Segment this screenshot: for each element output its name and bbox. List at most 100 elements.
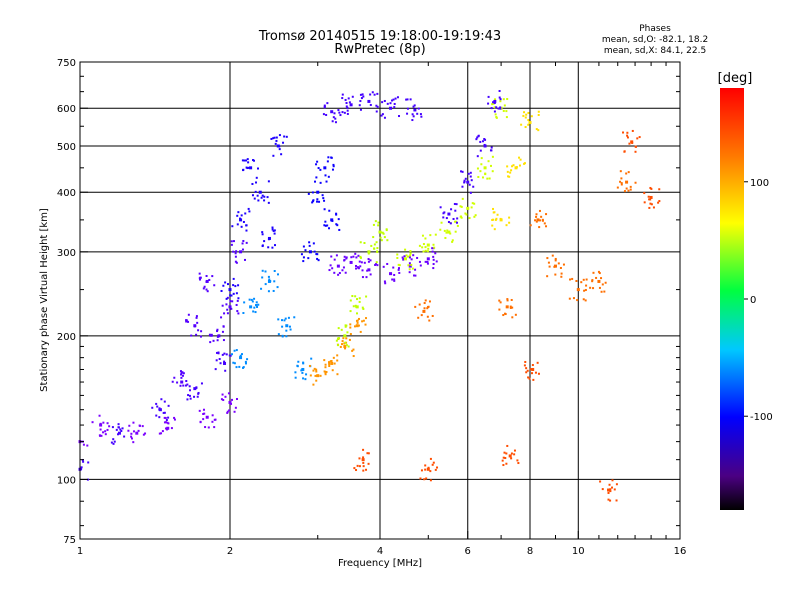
data-point bbox=[308, 250, 312, 254]
data-point-scatter bbox=[408, 271, 411, 274]
data-point-scatter bbox=[343, 111, 346, 114]
data-point-scatter bbox=[132, 421, 135, 424]
data-point-scatter bbox=[98, 414, 101, 417]
data-point-scatter bbox=[495, 116, 498, 119]
data-point-scatter bbox=[494, 98, 497, 101]
data-point-scatter bbox=[358, 300, 361, 303]
data-point-scatter bbox=[294, 371, 297, 374]
data-point-scatter bbox=[242, 366, 245, 369]
data-point-scatter bbox=[208, 278, 211, 281]
data-point-scatter bbox=[420, 314, 423, 317]
data-point-scatter bbox=[420, 469, 423, 472]
data-point-scatter bbox=[323, 370, 326, 373]
data-point-scatter bbox=[530, 372, 533, 375]
data-point-scatter bbox=[491, 170, 494, 173]
data-point-scatter bbox=[381, 101, 384, 104]
data-point-scatter bbox=[323, 224, 326, 227]
data-point bbox=[508, 454, 512, 458]
data-point bbox=[316, 190, 320, 194]
data-point-scatter bbox=[412, 105, 415, 108]
data-point-scatter bbox=[280, 319, 283, 322]
data-point-scatter bbox=[234, 285, 237, 288]
data-point-scatter bbox=[314, 180, 317, 183]
data-point-scatter bbox=[537, 110, 540, 113]
data-point-scatter bbox=[202, 412, 205, 415]
data-point-scatter bbox=[278, 148, 281, 151]
data-point-scatter bbox=[232, 284, 235, 287]
data-point bbox=[180, 380, 184, 384]
data-point-scatter bbox=[281, 335, 284, 338]
data-point-scatter bbox=[234, 406, 237, 409]
data-point-scatter bbox=[499, 98, 502, 101]
data-point-scatter bbox=[636, 137, 639, 140]
data-point-scatter bbox=[197, 329, 200, 332]
data-point-scatter bbox=[355, 256, 358, 259]
data-point-scatter bbox=[158, 408, 161, 411]
data-point-scatter bbox=[312, 242, 315, 245]
data-point-scatter bbox=[274, 244, 277, 247]
data-point-scatter bbox=[144, 432, 147, 435]
data-point-scatter bbox=[519, 158, 522, 161]
data-point-scatter bbox=[534, 371, 537, 374]
data-point-scatter bbox=[334, 117, 337, 120]
data-point bbox=[625, 180, 629, 184]
data-point-scatter bbox=[314, 374, 317, 377]
data-point-scatter bbox=[412, 254, 415, 257]
data-point-scatter bbox=[510, 169, 513, 172]
data-point-scatter bbox=[324, 366, 327, 369]
data-point-scatter bbox=[506, 299, 509, 302]
data-point-scatter bbox=[160, 432, 163, 435]
data-point-scatter bbox=[424, 246, 427, 249]
data-point-scatter bbox=[163, 416, 166, 419]
data-point-scatter bbox=[80, 468, 83, 471]
data-point-scatter bbox=[102, 431, 105, 434]
data-point-scatter bbox=[337, 218, 340, 221]
data-point-scatter bbox=[308, 241, 311, 244]
data-point-scatter bbox=[456, 217, 459, 220]
data-point-scatter bbox=[364, 323, 367, 326]
data-point-scatter bbox=[394, 97, 397, 100]
data-point bbox=[413, 108, 417, 112]
data-point-scatter bbox=[199, 276, 202, 279]
data-point-scatter bbox=[443, 229, 446, 232]
data-point-scatter bbox=[369, 259, 372, 262]
data-point-scatter bbox=[272, 137, 275, 140]
data-point-scatter bbox=[301, 371, 304, 374]
data-point-scatter bbox=[360, 261, 363, 264]
data-point-scatter bbox=[538, 226, 541, 229]
data-point-scatter bbox=[607, 498, 610, 501]
data-point-scatter bbox=[493, 228, 496, 231]
data-point-scatter bbox=[505, 116, 508, 119]
data-point-scatter bbox=[397, 267, 400, 270]
data-point-scatter bbox=[336, 359, 339, 362]
data-point-scatter bbox=[263, 199, 266, 202]
data-point-scatter bbox=[271, 226, 274, 229]
data-point-scatter bbox=[468, 183, 471, 186]
data-point-scatter bbox=[603, 290, 606, 293]
data-point-scatter bbox=[185, 380, 188, 383]
data-point-scatter bbox=[463, 179, 466, 182]
data-point-scatter bbox=[648, 206, 651, 209]
data-point-scatter bbox=[446, 229, 449, 232]
data-point-scatter bbox=[316, 253, 319, 256]
data-point-scatter bbox=[480, 157, 483, 160]
data-point-scatter bbox=[623, 150, 626, 153]
data-point-scatter bbox=[505, 224, 508, 227]
data-point-scatter bbox=[274, 142, 277, 145]
data-point bbox=[355, 324, 359, 328]
data-point-scatter bbox=[333, 362, 336, 365]
data-point-scatter bbox=[357, 324, 360, 327]
data-point-scatter bbox=[138, 424, 141, 427]
data-point bbox=[135, 431, 139, 435]
data-point-scatter bbox=[349, 333, 352, 336]
data-point-scatter bbox=[345, 344, 348, 347]
data-point-scatter bbox=[367, 260, 370, 263]
data-point-scatter bbox=[345, 324, 348, 327]
data-point-scatter bbox=[212, 339, 215, 342]
data-point-scatter bbox=[338, 337, 341, 340]
data-point-scatter bbox=[361, 269, 364, 272]
y-tick-label: 600 bbox=[57, 104, 76, 115]
data-point-scatter bbox=[362, 465, 365, 468]
x-tick-label: 2 bbox=[227, 546, 233, 557]
data-point-scatter bbox=[341, 97, 344, 100]
